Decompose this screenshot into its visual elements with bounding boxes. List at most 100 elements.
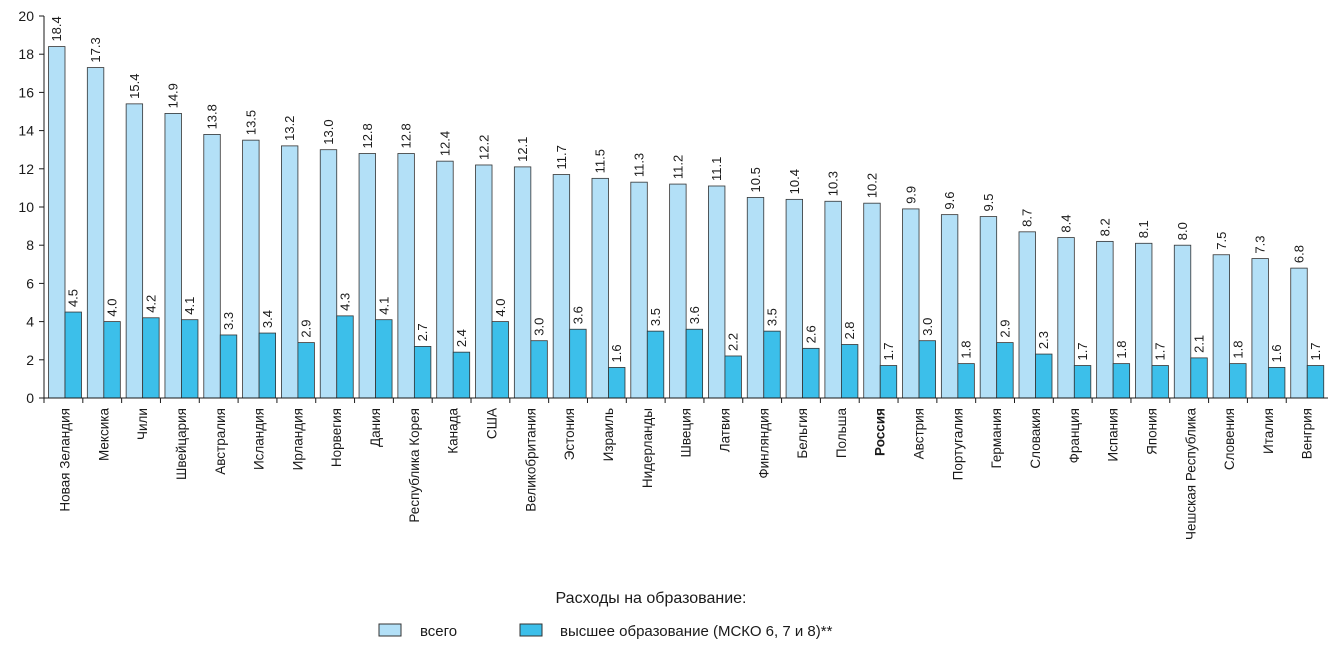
data-label-higher-education: 3.6: [687, 306, 702, 324]
bar-higher-education: [1112, 363, 1131, 399]
x-tick-label: Словакия: [1028, 408, 1043, 469]
x-tick-label: Финляндия: [756, 408, 771, 479]
x-tick-label: Канада: [446, 408, 461, 454]
data-label-higher-education: 2.7: [415, 323, 430, 341]
data-label-higher-education: 3.5: [765, 308, 780, 326]
x-tick-label: Венгрия: [1300, 408, 1315, 459]
data-label-total: 8.7: [1020, 209, 1035, 227]
x-tick-label: Япония: [1144, 408, 1159, 455]
bar-higher-education: [452, 351, 471, 399]
bar-total: [630, 181, 648, 399]
data-label-higher-education: 4.1: [376, 297, 391, 315]
bar-total: [203, 134, 221, 399]
data-label-total: 11.1: [709, 157, 724, 181]
legend-swatch-higher: [519, 623, 543, 637]
bar-higher-education: [646, 330, 665, 399]
data-label-higher-education: 4.2: [143, 295, 158, 313]
bar-higher-education: [530, 340, 548, 399]
bar-total: [48, 46, 66, 399]
bar-total: [281, 145, 299, 399]
bar-total: [1135, 242, 1153, 399]
data-label-higher-education: 2.3: [1036, 331, 1051, 349]
bar-higher-education: [297, 342, 315, 399]
data-label-total: 13.5: [243, 110, 258, 135]
bar-higher-education: [375, 319, 393, 399]
x-tick-label: Мексика: [96, 408, 111, 461]
x-tick-label: Чешская Республика: [1183, 408, 1198, 540]
data-label-total: 8.2: [1097, 218, 1112, 236]
data-label-higher-education: 1.6: [1269, 344, 1284, 362]
legend-title: Расходы на образование:: [556, 590, 747, 607]
data-label-higher-education: 1.7: [1075, 342, 1090, 360]
bar-higher-education: [879, 365, 898, 399]
data-label-higher-education: 4.5: [66, 289, 81, 307]
x-tick-label: Новая Зеландия: [58, 408, 73, 512]
data-label-higher-education: 2.2: [726, 333, 741, 351]
data-label-total: 10.2: [864, 173, 879, 198]
data-label-total: 11.5: [593, 149, 608, 173]
data-label-total: 11.3: [632, 153, 647, 177]
bar-total: [746, 197, 765, 399]
bar-total: [1212, 254, 1230, 399]
bar-total: [397, 153, 415, 399]
data-label-total: 10.5: [748, 167, 763, 192]
bar-total: [552, 174, 571, 399]
data-label-higher-education: 1.7: [1308, 342, 1323, 360]
bar-total: [1173, 244, 1192, 399]
bar-higher-education: [841, 344, 859, 399]
data-label-higher-education: 2.8: [842, 321, 857, 339]
bar-higher-education: [763, 330, 781, 399]
data-label-higher-education: 3.0: [532, 318, 547, 336]
data-label-higher-education: 2.9: [299, 320, 314, 338]
bar-total: [125, 103, 144, 399]
bar-higher-education: [491, 321, 509, 399]
bar-higher-education: [1073, 365, 1092, 399]
data-label-total: 9.6: [942, 192, 957, 210]
bar-higher-education: [608, 367, 626, 399]
x-tick-label: Италия: [1261, 408, 1276, 454]
bar-total: [708, 185, 726, 399]
bar-higher-education: [64, 311, 82, 399]
bar-total: [86, 67, 105, 399]
data-label-higher-education: 1.8: [1114, 341, 1129, 359]
bar-higher-education: [336, 315, 354, 399]
bar-higher-education: [258, 332, 277, 399]
x-tick-label: Испания: [1106, 408, 1121, 462]
bar-total: [1096, 240, 1114, 399]
bar-higher-education: [569, 328, 587, 399]
bar-higher-education: [957, 363, 975, 399]
bar-higher-education: [103, 321, 121, 399]
data-label-higher-education: 3.3: [221, 312, 236, 330]
y-axis: 0 2 4 6 8 10 12 14 16 18 20: [18, 8, 45, 406]
data-label-total: 14.9: [166, 83, 181, 108]
data-label-total: 13.0: [321, 119, 336, 144]
x-tick-label: Бельгия: [795, 408, 810, 459]
bar-total: [824, 200, 842, 399]
bar-total: [475, 164, 493, 399]
bar-higher-education: [142, 317, 160, 399]
x-tick-label: Швеция: [679, 408, 694, 458]
data-label-total: 13.8: [205, 104, 220, 129]
bar-higher-education: [685, 328, 704, 399]
data-label-higher-education: 3.4: [260, 310, 275, 328]
data-label-total: 11.7: [554, 145, 569, 169]
data-label-total: 8.1: [1136, 220, 1151, 238]
data-label-total: 10.3: [826, 171, 841, 196]
x-tick-label: Германия: [989, 408, 1004, 469]
data-label-higher-education: 2.1: [1192, 335, 1207, 353]
data-label-higher-education: 4.3: [337, 293, 352, 311]
data-label-higher-education: 2.9: [997, 320, 1012, 338]
data-label-total: 8.0: [1175, 222, 1190, 240]
x-tick-label: Польша: [834, 408, 849, 459]
data-label-total: 11.2: [670, 155, 685, 179]
data-labels-group: 18.4 4.5 17.3 4.0 15.4 4.2 14.9 4.1 13.8 3.3 13.5 3…: [49, 16, 1323, 362]
x-tick-label: Израиль: [601, 408, 616, 461]
data-label-higher-education: 2.6: [803, 325, 818, 343]
x-tick-label: Австрия: [912, 408, 927, 459]
x-tick-label: Норвегия: [329, 408, 344, 467]
y-tick-label: 4: [26, 314, 34, 330]
x-tick-label: Чили: [135, 408, 150, 440]
bar-total: [902, 208, 920, 399]
bar-total: [591, 177, 609, 399]
x-tick-label: Дания: [368, 408, 383, 447]
